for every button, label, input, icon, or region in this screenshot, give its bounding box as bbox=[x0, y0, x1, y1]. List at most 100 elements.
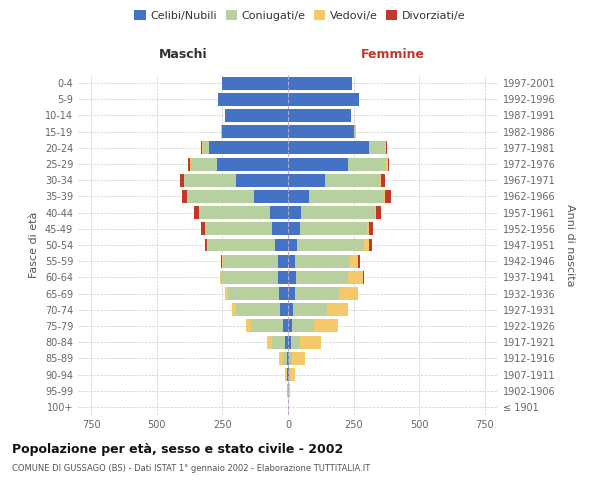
Bar bbox=[349, 254, 358, 268]
Bar bbox=[232, 304, 235, 316]
Bar bbox=[288, 336, 290, 348]
Bar bbox=[363, 271, 364, 284]
Bar bbox=[288, 109, 351, 122]
Y-axis label: Anni di nascita: Anni di nascita bbox=[565, 204, 575, 286]
Bar bbox=[246, 320, 251, 332]
Text: Femmine: Femmine bbox=[361, 48, 425, 62]
Bar bbox=[181, 174, 184, 186]
Bar bbox=[184, 174, 235, 186]
Bar bbox=[191, 158, 217, 170]
Bar bbox=[221, 271, 277, 284]
Bar bbox=[290, 336, 300, 348]
Bar bbox=[272, 222, 288, 235]
Bar bbox=[289, 384, 290, 397]
Bar bbox=[349, 271, 363, 284]
Bar bbox=[292, 320, 314, 332]
Bar bbox=[202, 142, 203, 154]
Bar bbox=[288, 174, 325, 186]
Bar bbox=[283, 352, 287, 365]
Bar bbox=[182, 190, 187, 203]
Bar bbox=[283, 320, 288, 332]
Bar bbox=[384, 190, 385, 203]
Bar bbox=[367, 222, 370, 235]
Bar bbox=[288, 125, 353, 138]
Bar bbox=[272, 336, 286, 348]
Bar bbox=[353, 125, 356, 138]
Text: Popolazione per età, sesso e stato civile - 2002: Popolazione per età, sesso e stato civil… bbox=[12, 442, 343, 456]
Bar bbox=[187, 190, 254, 203]
Bar bbox=[220, 271, 221, 284]
Bar bbox=[275, 238, 288, 252]
Bar bbox=[289, 352, 292, 365]
Bar bbox=[251, 320, 283, 332]
Bar bbox=[288, 271, 296, 284]
Bar bbox=[370, 238, 372, 252]
Bar bbox=[296, 271, 349, 284]
Bar bbox=[295, 287, 339, 300]
Bar bbox=[235, 304, 280, 316]
Bar bbox=[222, 254, 223, 268]
Bar bbox=[388, 158, 389, 170]
Bar bbox=[225, 109, 288, 122]
Bar bbox=[279, 352, 283, 365]
Bar bbox=[288, 238, 297, 252]
Bar bbox=[199, 206, 269, 219]
Bar bbox=[288, 158, 349, 170]
Bar bbox=[280, 304, 288, 316]
Bar bbox=[205, 238, 208, 252]
Bar bbox=[376, 206, 381, 219]
Bar bbox=[288, 352, 289, 365]
Bar bbox=[288, 206, 301, 219]
Bar bbox=[205, 222, 272, 235]
Bar bbox=[288, 304, 293, 316]
Bar bbox=[288, 142, 370, 154]
Bar bbox=[364, 238, 370, 252]
Bar bbox=[201, 142, 202, 154]
Bar bbox=[218, 93, 288, 106]
Bar bbox=[300, 222, 367, 235]
Bar bbox=[288, 254, 295, 268]
Bar bbox=[295, 254, 349, 268]
Bar bbox=[288, 190, 309, 203]
Legend: Celibi/Nubili, Coniugati/e, Vedovi/e, Divorziati/e: Celibi/Nubili, Coniugati/e, Vedovi/e, Di… bbox=[132, 8, 468, 23]
Bar bbox=[235, 174, 288, 186]
Bar bbox=[254, 190, 288, 203]
Bar bbox=[267, 336, 272, 348]
Bar bbox=[288, 93, 359, 106]
Bar bbox=[339, 287, 358, 300]
Bar bbox=[385, 142, 386, 154]
Y-axis label: Fasce di età: Fasce di età bbox=[29, 212, 39, 278]
Bar bbox=[190, 158, 191, 170]
Bar bbox=[277, 271, 288, 284]
Bar bbox=[300, 336, 321, 348]
Bar bbox=[223, 254, 278, 268]
Bar bbox=[325, 174, 380, 186]
Bar bbox=[314, 320, 338, 332]
Bar bbox=[386, 142, 387, 154]
Bar bbox=[288, 287, 295, 300]
Bar bbox=[193, 206, 199, 219]
Bar bbox=[349, 158, 386, 170]
Bar bbox=[221, 254, 222, 268]
Bar bbox=[201, 222, 205, 235]
Bar bbox=[225, 287, 227, 300]
Bar bbox=[286, 336, 288, 348]
Bar bbox=[297, 238, 364, 252]
Text: Maschi: Maschi bbox=[158, 48, 208, 62]
Bar bbox=[288, 222, 300, 235]
Bar bbox=[385, 190, 391, 203]
Bar bbox=[217, 158, 288, 170]
Bar bbox=[386, 158, 388, 170]
Bar bbox=[188, 158, 190, 170]
Bar bbox=[203, 142, 209, 154]
Bar bbox=[227, 287, 279, 300]
Bar bbox=[269, 206, 288, 219]
Bar bbox=[223, 76, 288, 90]
Bar bbox=[284, 368, 287, 381]
Text: COMUNE DI GUSSAGO (BS) - Dati ISTAT 1° gennaio 2002 - Elaborazione TUTTITALIA.IT: COMUNE DI GUSSAGO (BS) - Dati ISTAT 1° g… bbox=[12, 464, 370, 473]
Bar bbox=[278, 254, 288, 268]
Bar bbox=[209, 142, 288, 154]
Bar bbox=[287, 352, 288, 365]
Bar bbox=[370, 142, 385, 154]
Bar bbox=[288, 320, 292, 332]
